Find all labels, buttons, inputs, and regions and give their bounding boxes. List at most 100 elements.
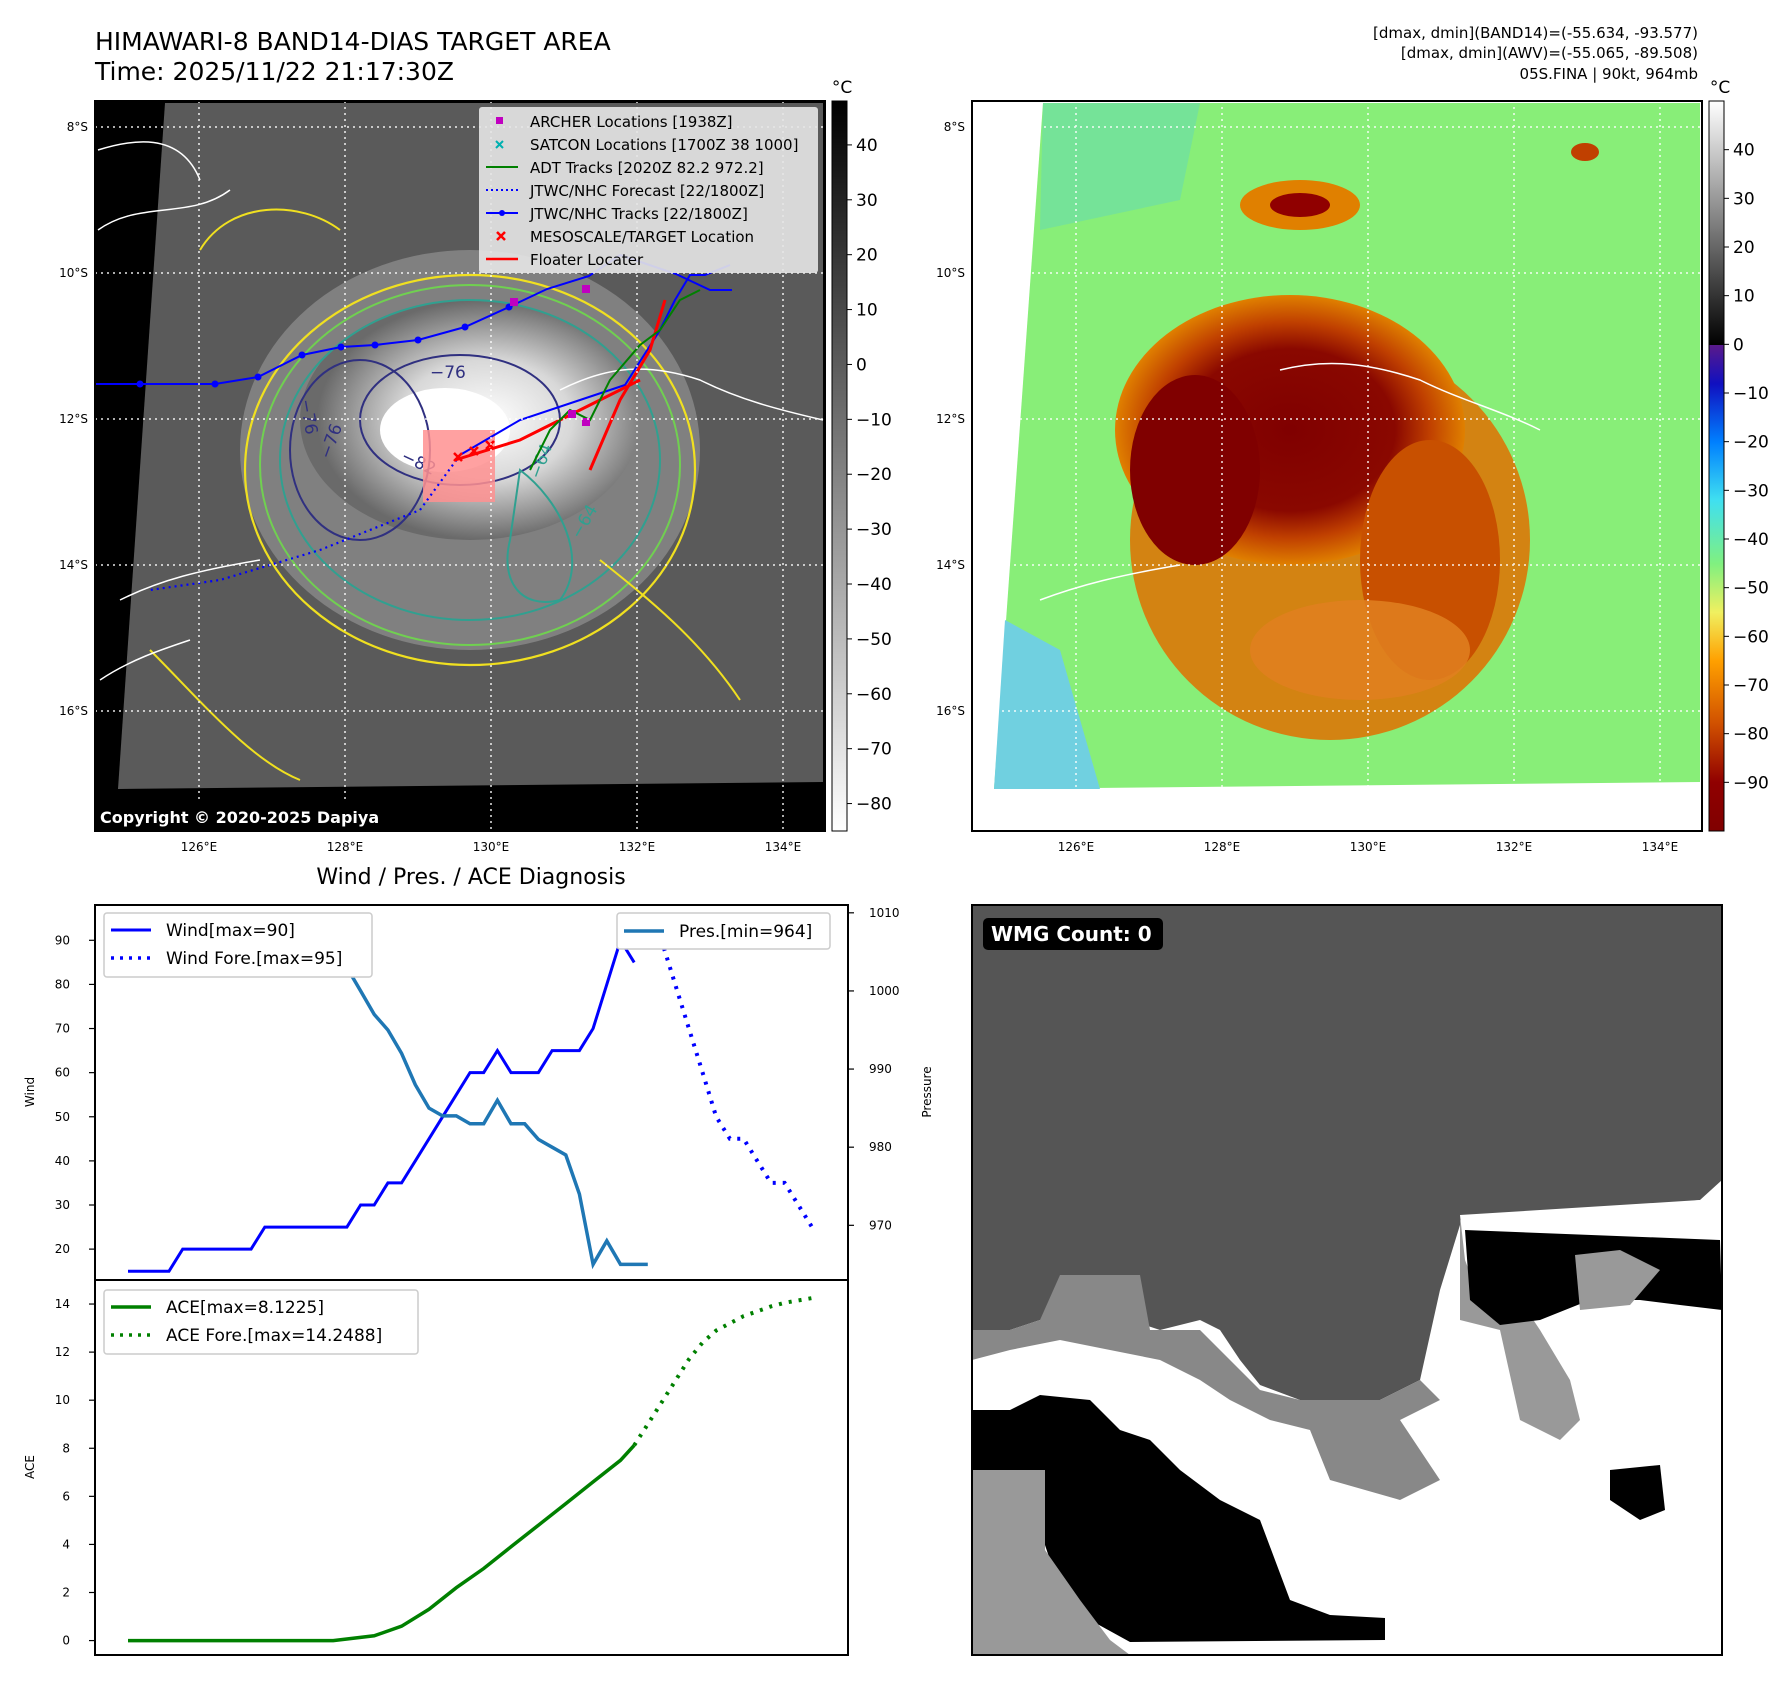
legend-satcon-label: SATCON Locations [1700Z 38 1000] <box>530 136 798 154</box>
awv-colorbar-tick: 30 <box>1733 189 1755 209</box>
ace-tick-label: 0 <box>62 1634 70 1648</box>
svg-text:134°E: 134°E <box>765 840 802 854</box>
pressure-tick-label: 990 <box>869 1062 892 1076</box>
legend-forecast-label: JTWC/NHC Forecast [22/1800Z] <box>529 182 764 200</box>
ace-tick-label: 10 <box>55 1393 70 1407</box>
jtwc-forecast-track <box>149 454 461 592</box>
ir-colorbar-tick: 40 <box>856 136 878 156</box>
awv-south-band <box>1250 600 1470 700</box>
awv-colorbar-tick: −90 <box>1733 773 1769 793</box>
archer-points <box>510 285 590 426</box>
ir-colorbar-tick: 10 <box>856 301 878 321</box>
awv-lon-labels: 126°E 128°E 130°E 132°E 134°E <box>1058 840 1679 854</box>
svg-text:130°E: 130°E <box>473 840 510 854</box>
wind-tick-label: 50 <box>55 1110 70 1124</box>
ir-colorbar-tick: −50 <box>856 630 892 650</box>
svg-text:128°E: 128°E <box>327 840 364 854</box>
awv-colorbar-tick: −60 <box>1733 627 1769 647</box>
svg-text:132°E: 132°E <box>1496 840 1533 854</box>
wind-tick-label: 40 <box>55 1154 70 1168</box>
svg-text:126°E: 126°E <box>1058 840 1095 854</box>
awv-colorbar-tick: −10 <box>1733 384 1769 404</box>
wmg-black-sw <box>972 1395 1385 1642</box>
awv-coastline-sw <box>1039 564 1181 601</box>
figure-time: Time: 2025/11/22 21:17:30Z <box>94 57 454 86</box>
legend-archer-marker <box>496 117 503 124</box>
awv-colorbar-unit: °C <box>1710 78 1730 98</box>
awv-north-blob-core <box>1270 193 1330 217</box>
info-storm: 05S.FINA | 90kt, 964mb <box>1520 65 1698 83</box>
wind-tick-label: 30 <box>55 1198 70 1212</box>
ace-tick-label: 4 <box>62 1537 70 1551</box>
awv-colorbar-tick: −40 <box>1733 530 1769 550</box>
ace-tick-label: 12 <box>55 1345 70 1359</box>
wind-legend-box <box>103 912 373 978</box>
legend-pres-label: Pres.[min=964] <box>679 922 812 942</box>
copyright-box <box>95 803 408 831</box>
ace-tick-label: 8 <box>62 1441 70 1455</box>
pressure-tick-label: 980 <box>869 1140 892 1154</box>
pres-legend-box <box>616 912 831 950</box>
svg-text:10°S: 10°S <box>59 266 88 280</box>
pressure-tick-label: 1000 <box>869 984 900 998</box>
svg-text:8°S: 8°S <box>67 120 88 134</box>
ir-colorbar-tick: −30 <box>856 520 892 540</box>
wmg-badge-text: WMG Count: 0 <box>991 922 1152 946</box>
svg-text:12°S: 12°S <box>936 412 965 426</box>
contour-yellow-sw <box>149 649 301 781</box>
wmg-dark-region <box>972 905 1722 1400</box>
svg-text:16°S: 16°S <box>59 704 88 718</box>
ace-tick-label: 2 <box>62 1586 70 1600</box>
awv-colorbar: °C 40 30 20 10 0 −10 −20 −30 −40 −50 −60 −70 −80 −90 <box>1708 78 1769 832</box>
awv-colorbar-tick: 20 <box>1733 238 1755 258</box>
awv-colorbar-tick: −70 <box>1733 676 1769 696</box>
contour-green <box>259 284 681 646</box>
pressure-tick-label: 1010 <box>869 906 900 920</box>
ir-colorbar-tick: −40 <box>856 575 892 595</box>
svg-text:126°E: 126°E <box>181 840 218 854</box>
ir-colorbar-tick: −10 <box>856 410 892 430</box>
wmg-gray-band <box>972 1275 1440 1500</box>
wind-tick-label: 90 <box>55 933 70 947</box>
contour-yellow-north <box>199 208 341 251</box>
awv-ne-blob <box>1571 143 1599 161</box>
wmg-black-dot-east <box>1610 1465 1665 1520</box>
info-awv: [dmax, dmin](AWV)=(-55.065, -89.508) <box>1401 44 1698 62</box>
awv-lat-labels: 8°S 10°S 12°S 14°S 16°S <box>936 120 965 718</box>
svg-text:128°E: 128°E <box>1204 840 1241 854</box>
awv-map-frame <box>971 100 1703 832</box>
legend-wind-fore-label: Wind Fore.[max=95] <box>166 949 342 969</box>
jtwc-track-points <box>136 303 513 388</box>
awv-colorbar-tick: 40 <box>1733 141 1755 161</box>
ir-colorbar: °C 40 30 20 10 0 −10 −20 −30 −40 −50 −60 −70 −80 <box>831 78 892 832</box>
ir-lon-labels: 126°E 128°E 130°E 132°E 134°E <box>181 840 802 854</box>
info-band14: [dmax, dmin](BAND14)=(-55.634, -93.577) <box>1373 24 1698 42</box>
ir-colorbar-tick: −80 <box>856 795 892 815</box>
ace-axis-ticks: 0 2 4 6 8 10 12 14 <box>55 1297 95 1648</box>
svg-text:134°E: 134°E <box>1642 840 1679 854</box>
legend-ace-label: ACE[max=8.1225] <box>166 1298 324 1318</box>
ace-tick-label: 6 <box>62 1489 70 1503</box>
coastline-australia-north <box>559 368 824 421</box>
svg-text:132°E: 132°E <box>619 840 656 854</box>
figure-title: HIMAWARI-8 BAND14-DIAS TARGET AREA <box>95 27 611 56</box>
ir-colorbar-tick: −20 <box>856 465 892 485</box>
ace-line <box>128 1444 636 1643</box>
ace-panel: 0 2 4 6 8 10 12 14 ACE ACE[max=8.1225] ACE Fore… <box>23 1279 849 1656</box>
adt-track <box>529 289 701 471</box>
wmg-gray-ne-inner <box>1575 1250 1660 1310</box>
copyright-text: Copyright © 2020-2025 Dapiya <box>100 808 379 827</box>
coastline-kimberley <box>99 559 261 681</box>
legend-jtwc-dot <box>499 210 505 216</box>
pressure-tick-label: 970 <box>869 1218 892 1232</box>
contour-teal-se <box>506 468 574 603</box>
legend-target-label: MESOSCALE/TARGET Location <box>530 228 754 246</box>
contour-label-1: −76 <box>430 363 466 383</box>
wmg-gray-sw <box>972 1470 1130 1655</box>
wind-line <box>128 936 636 1273</box>
awv-moist-sw <box>994 620 1100 789</box>
svg-text:14°S: 14°S <box>936 558 965 572</box>
awv-map-panel: 8°S 10°S 12°S 14°S 16°S 126°E 128°E 130°… <box>936 100 1703 854</box>
wind-pressure-panel: 20 30 40 50 60 70 80 90 970 980 990 1000 1010 Wind … <box>23 904 934 1281</box>
coastline-timor <box>97 141 231 231</box>
